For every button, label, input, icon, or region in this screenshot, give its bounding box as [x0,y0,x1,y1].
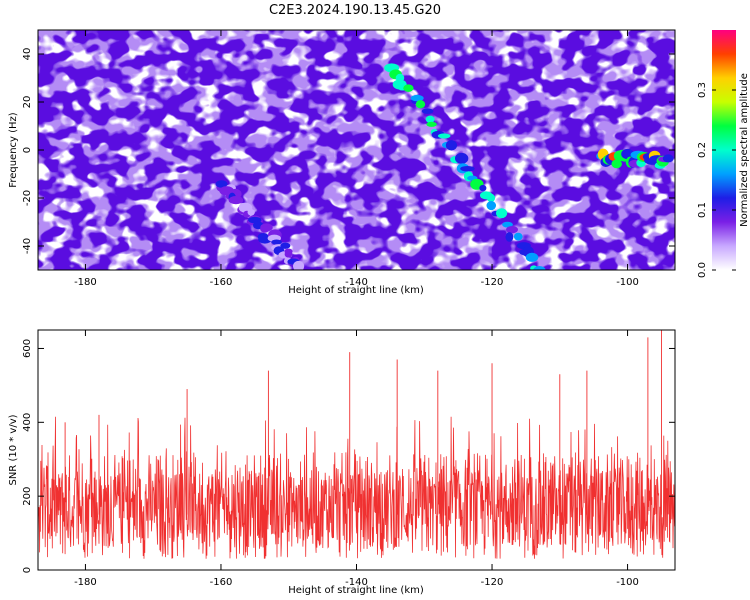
top-y-axis-label: Frequency (Hz) [8,112,19,188]
spectrogram-blob [496,208,508,219]
y-tick-label: 0 [22,147,33,153]
bottom-x-ticks: -180 -160 -140 -120 -100 [74,330,639,588]
x-tick-label: -160 [210,277,233,288]
colorbar-ticks: 0.0 0.1 0.2 0.3 [697,82,736,278]
spectrogram-blob [271,239,282,245]
snr-peaks [64,330,662,515]
spectrogram-blob [415,100,426,109]
bottom-y-axis-label: SNR (10 * v/v) [8,414,19,485]
spectrogram-blob [460,165,475,172]
x-tick-label: -140 [345,277,368,288]
spectrogram-blob [506,225,518,234]
spectrogram-blob [228,196,244,205]
spectrogram-blob [479,184,487,192]
spectrogram-blob [403,84,414,92]
chart-title: C2E3.2024.190.13.45.G20 [269,3,441,18]
top-y-ticks: -40 -20 0 20 40 [22,48,675,254]
colorbar-tick-label: 0.0 [697,262,708,278]
spectrogram-blob [533,265,546,270]
spectrogram-blob [437,133,451,139]
bottom-x-axis-label: Height of straight line (km) [288,585,424,596]
spectrogram-feature [215,180,305,270]
spectrogram-blob [284,250,293,258]
y-tick-label: 600 [22,339,33,358]
x-tick-label: -140 [345,577,368,588]
colorbar-tick-label: 0.2 [697,142,708,158]
colorbar-tick-label: 0.3 [697,82,708,98]
spectrogram-blob [611,159,622,169]
spectrogram-blob [662,154,674,163]
spectrogram-blob [425,115,435,123]
spectrogram-blob [421,108,434,114]
spectrogram-blob [502,221,513,228]
top-x-ticks: -180 -160 -140 -120 -100 [74,30,639,288]
spectrogram-blob [410,94,424,102]
x-tick-label: -100 [616,277,639,288]
y-tick-label: -40 [22,238,33,254]
spectrogram-blob [487,193,496,203]
spectrogram-blob [454,152,469,164]
spectrogram-texture [38,30,675,270]
spectrogram-blob [486,200,497,211]
spectrogram-blob [247,209,255,216]
spectrogram-features [215,63,674,270]
x-tick-label: -160 [210,577,233,588]
spectrogram-feature [384,63,546,270]
y-tick-label: 200 [22,487,33,506]
bottom-y-ticks: 0 200 400 600 [22,339,675,573]
y-tick-label: 40 [22,48,33,61]
spectrogram-blob [426,121,437,127]
x-tick-label: -180 [74,277,97,288]
spectrogram-blob [513,232,523,241]
top-x-axis-label: Height of straight line (km) [288,285,424,296]
colorbar-tick-label: 0.1 [697,202,708,218]
spectrogram-panel: -180 -160 -140 -120 -100 -40 -20 0 20 40 Height … [8,29,676,296]
colorbar: 0.0 0.1 0.2 0.3 Normalized spectral amplitu… [697,30,750,278]
snr-series-line [38,416,675,559]
spectrogram-blob [260,226,270,233]
y-tick-label: 20 [22,96,33,109]
spectrogram-blob [505,232,514,242]
spectrogram-blob [280,242,291,249]
snr-panel: -180 -160 -140 -120 -100 0 200 400 600 Height o… [8,329,676,596]
spectrogram-blob [445,140,458,151]
spectrogram-blob [525,252,539,262]
y-tick-label: 400 [22,413,33,432]
x-tick-label: -180 [74,577,97,588]
spectrogram-feature [596,148,674,169]
x-tick-label: -120 [481,577,504,588]
spectrogram-blob [215,180,228,188]
x-tick-label: -120 [481,277,504,288]
x-tick-label: -100 [616,577,639,588]
colorbar-label: Normalized spectral amplitude [739,73,750,227]
spectrogram-blob [293,260,305,270]
y-tick-label: 0 [22,567,33,573]
y-tick-label: -20 [22,190,33,206]
